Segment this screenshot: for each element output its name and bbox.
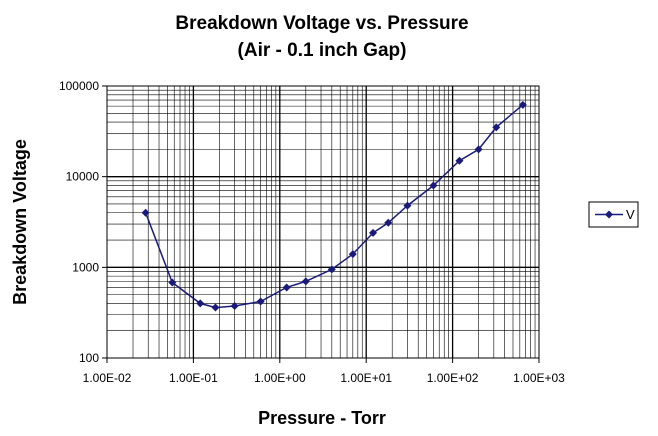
y-tick-label: 100000 (59, 79, 99, 93)
y-tick-label: 10000 (66, 170, 100, 184)
legend-label: V (626, 207, 635, 222)
data-point-marker (141, 208, 150, 217)
series-markers (141, 100, 527, 312)
grid-lines (107, 86, 539, 358)
data-point-marker (369, 228, 378, 237)
y-tick-label: 100 (79, 351, 99, 365)
data-point-marker (474, 145, 483, 154)
data-point-marker (168, 278, 177, 287)
data-point-marker (256, 297, 265, 306)
plot-area (106, 85, 540, 359)
y-axis-label: Breakdown Voltage (10, 139, 30, 305)
data-point-marker (348, 250, 357, 259)
x-tick-label: 1.00E+00 (254, 371, 306, 385)
data-point-marker (211, 303, 220, 312)
x-tick-label: 1.00E-01 (169, 371, 218, 385)
y-tick-label: 1000 (72, 260, 99, 274)
chart-title: Breakdown Voltage vs. Pressure (175, 13, 468, 34)
data-point-marker (384, 218, 393, 227)
x-tick-label: 1.00E-02 (83, 371, 132, 385)
x-tick-label: 1.00E+03 (513, 371, 565, 385)
data-point-marker (282, 283, 291, 292)
data-point-marker (429, 181, 438, 190)
data-point-marker (196, 299, 205, 308)
data-point-marker (327, 265, 336, 274)
legend: V (588, 201, 639, 228)
legend-marker-icon (605, 210, 613, 219)
x-tick-label: 1.00E+02 (427, 371, 479, 385)
data-point-marker (455, 156, 464, 165)
data-point-marker (492, 123, 501, 132)
data-point-marker (301, 277, 310, 286)
y-tick-labels: 100 1000 10000 100000 (59, 79, 107, 365)
x-axis-label: Pressure - Torr (258, 408, 386, 428)
data-point-marker (230, 301, 239, 310)
x-tick-label: 1.00E+01 (340, 371, 392, 385)
data-point-marker (403, 201, 412, 210)
chart-subtitle: (Air - 0.1 inch Gap) (238, 40, 407, 61)
data-point-marker (518, 100, 527, 109)
x-tick-labels: 1.00E-02 1.00E-01 1.00E+00 1.00E+01 1.00E+02… (83, 358, 565, 385)
